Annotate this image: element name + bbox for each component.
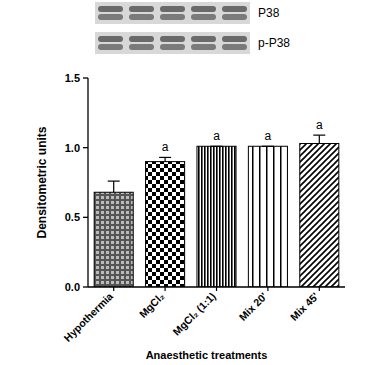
blot-label: p-P38: [258, 36, 290, 50]
x-tick: [113, 287, 114, 291]
error-bar: [108, 181, 120, 192]
blot-band: [222, 44, 247, 50]
blot-band: [191, 44, 216, 50]
significance-letter: a: [265, 129, 272, 143]
error-line: [165, 157, 166, 161]
chart-svg: P38 p-P38 a a a a 0.0 0.5 1.0 1.5 Hypothermia MgCl₂…: [0, 0, 367, 365]
error-bar: [313, 135, 325, 143]
blot-label: P38: [258, 6, 280, 20]
blot-band: [191, 36, 216, 42]
blot-band: [191, 6, 216, 12]
y-tick-label: 1.0: [65, 142, 80, 154]
significance-letter: a: [316, 118, 323, 132]
bar: [94, 192, 133, 287]
y-tick-label: 1.5: [65, 72, 80, 84]
blot-band: [129, 44, 154, 50]
error-bar: [211, 146, 223, 147]
error-bar: [262, 146, 274, 147]
error-cap: [262, 146, 274, 147]
blot-band: [160, 36, 185, 42]
x-tick-label: MgCl₂ (1:1): [170, 290, 218, 338]
y-axis-title: Densitometric units: [35, 126, 49, 238]
blot-band: [98, 14, 123, 20]
blot-band: [129, 6, 154, 12]
blot-strip: [95, 2, 250, 24]
significance-letter: a: [162, 140, 169, 154]
chart-root: P38 p-P38 a a a a 0.0 0.5 1.0 1.5 Hypothermia MgCl₂…: [0, 0, 367, 365]
x-tick: [267, 287, 268, 291]
x-axis-title: Anaesthetic treatments: [146, 349, 268, 361]
bar: [248, 146, 287, 287]
error-cap: [211, 146, 223, 147]
x-tick-label: MgCl₂: [137, 290, 167, 320]
y-tick: [83, 77, 88, 78]
error-cap: [159, 157, 171, 158]
blot-band: [191, 14, 216, 20]
blot-strip: [95, 32, 250, 54]
error-bar: [159, 157, 171, 161]
x-tick: [216, 287, 217, 291]
y-tick-label: 0.0: [65, 281, 80, 293]
blot-band: [129, 14, 154, 20]
blot-band: [98, 6, 123, 12]
blot-band: [160, 44, 185, 50]
error-line: [319, 135, 320, 143]
blot-band: [98, 44, 123, 50]
blot-band: [98, 36, 123, 42]
error-cap: [108, 181, 120, 182]
x-tick-label: Mix 20': [236, 290, 269, 323]
bar: [146, 162, 185, 287]
blot-band: [222, 36, 247, 42]
blot-band: [160, 14, 185, 20]
error-cap: [313, 135, 325, 136]
bars: [94, 135, 339, 287]
error-line: [113, 181, 114, 192]
x-tick: [165, 287, 166, 291]
x-tick: [319, 287, 320, 291]
y-tick: [83, 147, 88, 148]
bar: [300, 143, 339, 287]
bar: [197, 146, 236, 287]
blot-band: [129, 36, 154, 42]
blot-band: [160, 6, 185, 12]
y-tick: [83, 286, 88, 287]
y-tick: [83, 217, 88, 218]
x-tick-label: Mix 45': [288, 290, 321, 323]
significance-letter: a: [213, 129, 220, 143]
x-tick-label: Hypothermia: [61, 290, 115, 344]
y-axis: [87, 78, 88, 287]
y-tick-label: 0.5: [65, 211, 80, 223]
blot-band: [222, 6, 247, 12]
blot-band: [222, 14, 247, 20]
